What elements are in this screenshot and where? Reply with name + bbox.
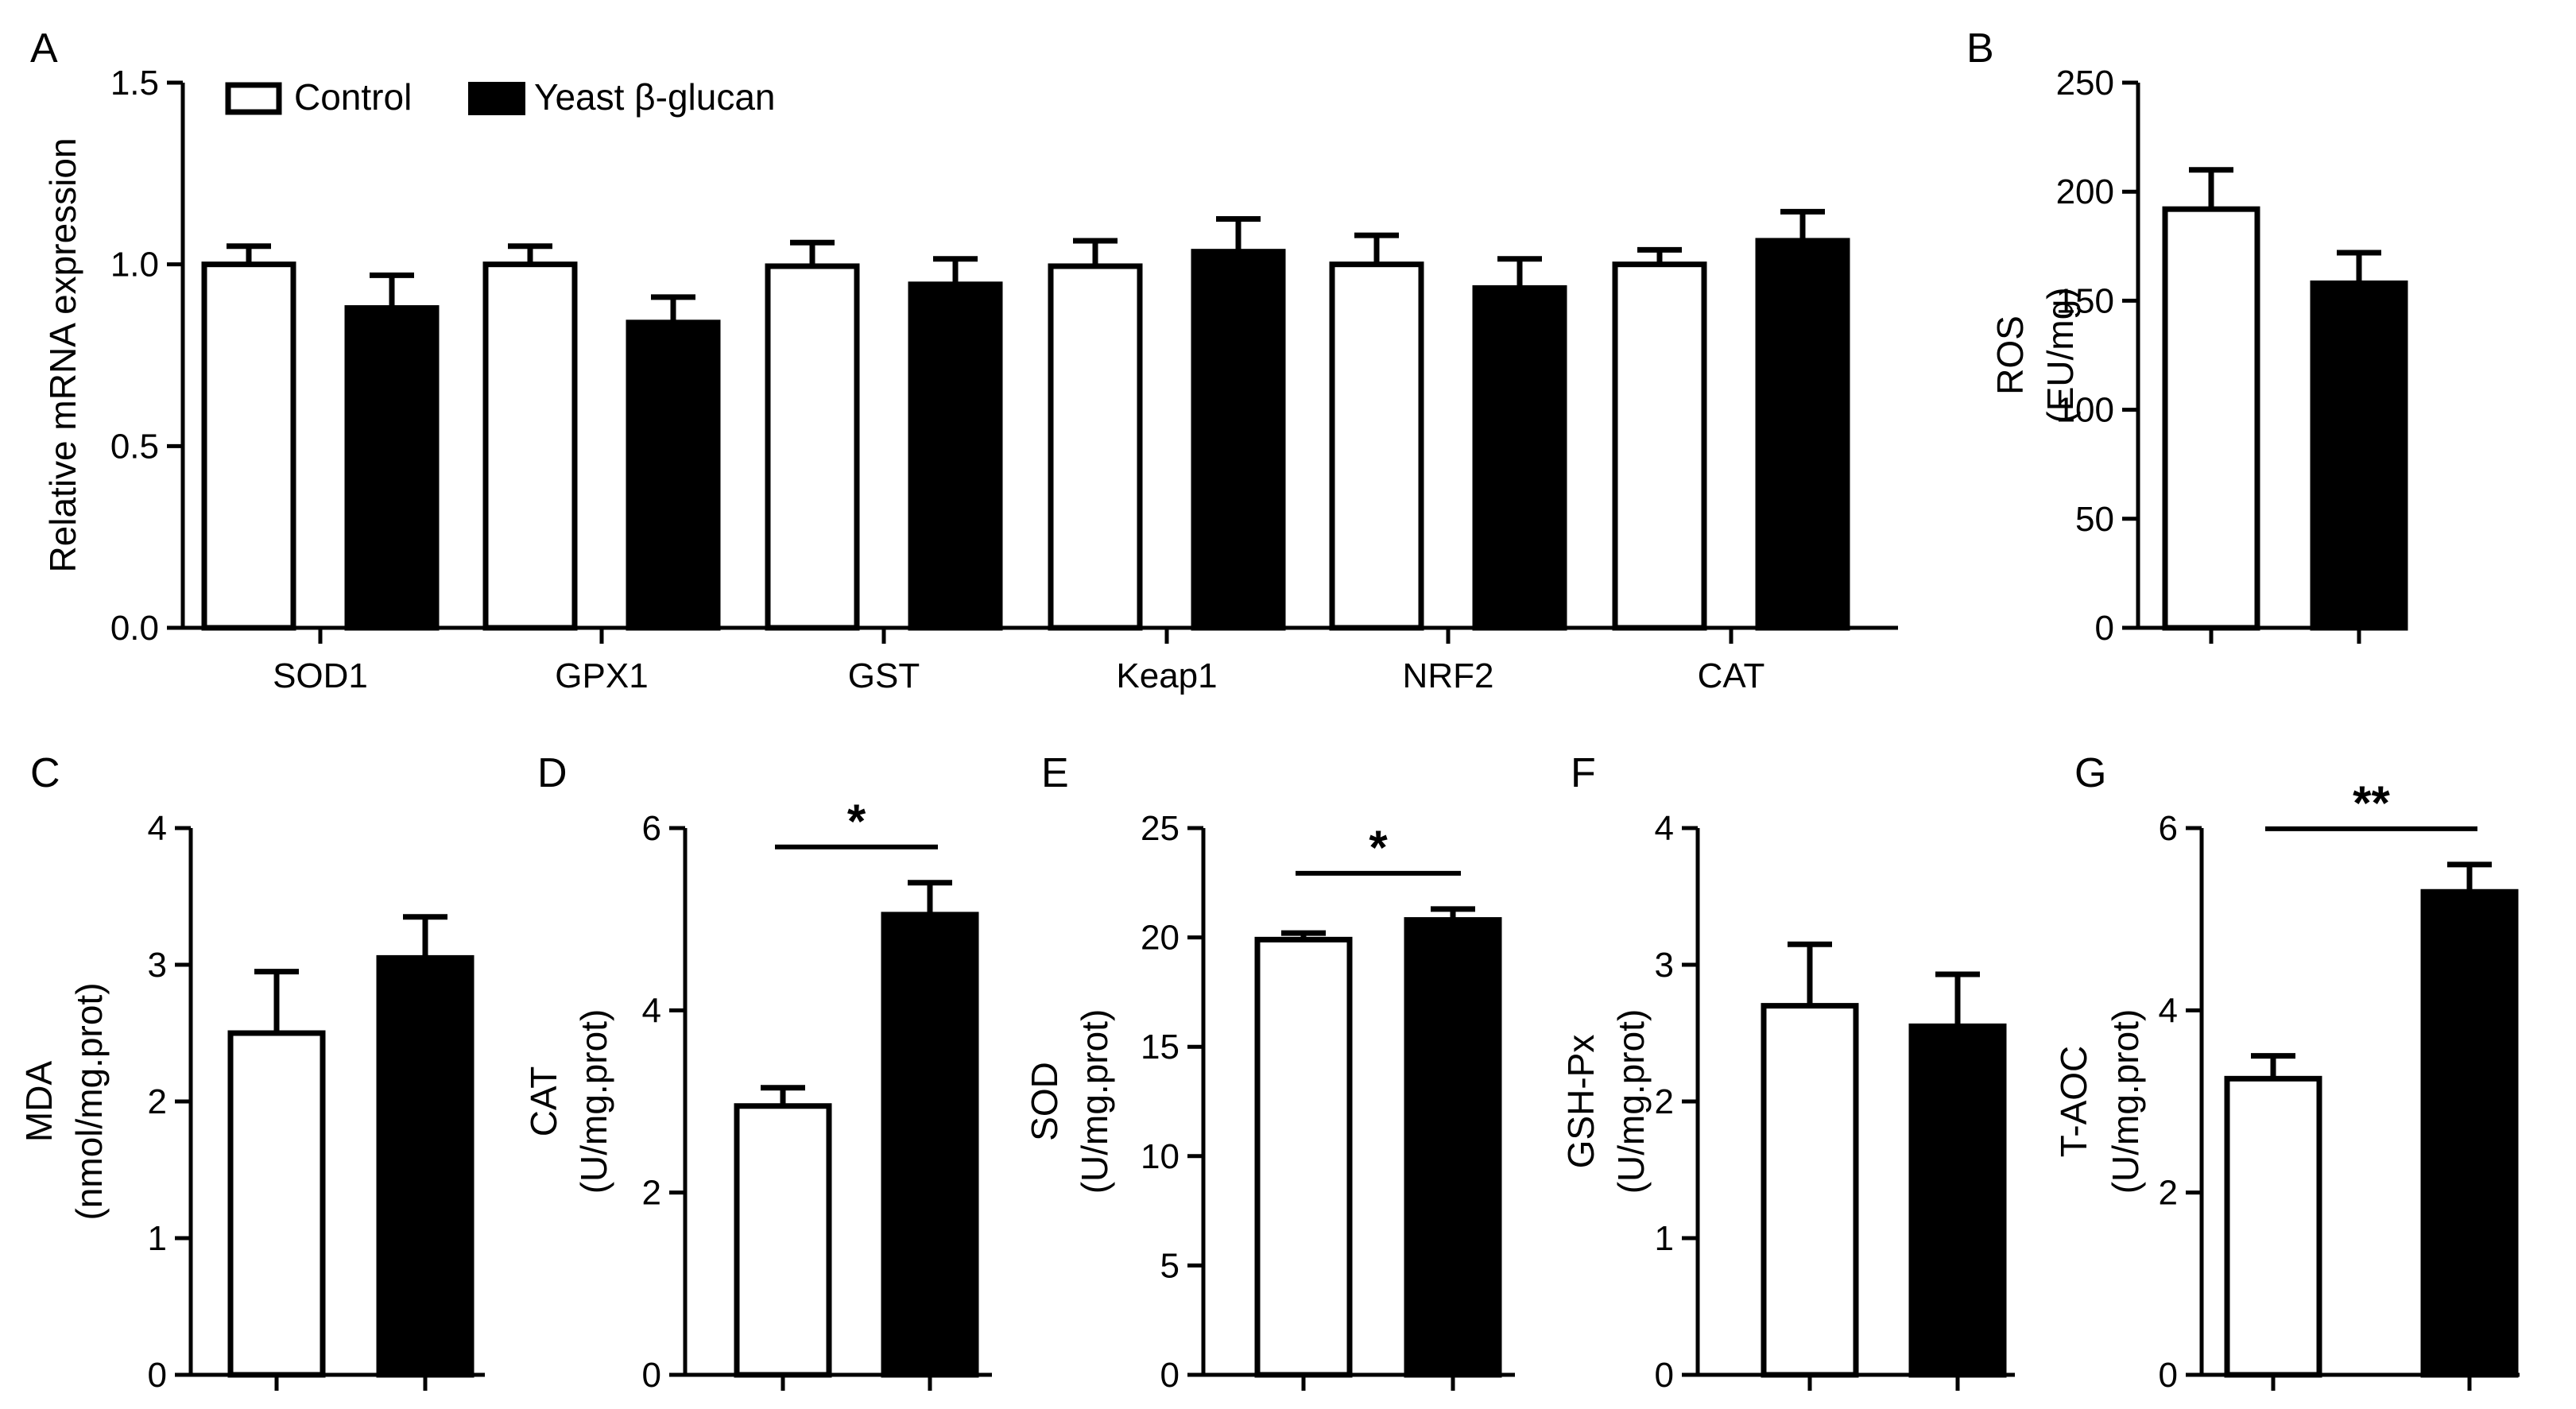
y-tick-label-c: 1 [148, 1219, 167, 1258]
bar-g-control [2224, 1075, 2322, 1378]
bar-a-treatment [1472, 285, 1567, 631]
y-tick-label-a: 0.0 [110, 609, 159, 648]
x-tick-label-a: SOD1 [273, 656, 368, 695]
y-tick-label-f: 2 [1655, 1082, 1674, 1121]
y-tick-label-b: 200 [2056, 172, 2114, 211]
bar-a-control [201, 261, 296, 631]
y-tick-label-a: 1.0 [110, 246, 159, 285]
x-tick-label-a: Keap1 [1116, 656, 1217, 695]
y-axis-label-e: SOD [1024, 1062, 1065, 1141]
bar-d-treatment [881, 912, 979, 1378]
bar-a-treatment [626, 319, 721, 631]
y-axis-label-f: GSH-Px [1560, 1035, 1602, 1169]
y-tick-label-c: 4 [148, 809, 167, 848]
panel-label-e: E [1041, 750, 1069, 796]
bar-e-control [1254, 936, 1353, 1378]
y-tick-label-a: 1.5 [110, 64, 159, 103]
x-tick-label-a: GPX1 [555, 656, 648, 695]
y-tick-label-f: 1 [1655, 1219, 1674, 1258]
y-axis-label-e-unit: (U/mg.prot) [1074, 1009, 1115, 1194]
y-tick-label-f: 0 [1655, 1356, 1674, 1395]
y-tick-label-a: 0.5 [110, 427, 159, 466]
y-axis-label-g-unit: (U/mg.prot) [2105, 1009, 2146, 1194]
y-tick-label-d: 2 [642, 1174, 661, 1213]
panel-label-a: A [30, 25, 58, 72]
y-axis-label-f-unit: (U/mg.prot) [1610, 1009, 1652, 1194]
bar-c-control [227, 1030, 326, 1378]
y-tick-label-g: 6 [2159, 809, 2178, 848]
x-tick-label-a: CAT [1698, 656, 1765, 695]
bar-a-control [1048, 263, 1143, 631]
y-axis-label-g: T-AOC [2053, 1046, 2094, 1158]
y-tick-label-e: 25 [1141, 809, 1180, 848]
y-axis-label-b: ROS [1989, 315, 2031, 395]
legend-label-treatment: Yeast β-glucan [534, 76, 776, 118]
y-tick-label-e: 10 [1141, 1137, 1180, 1176]
legend-label-control: Control [294, 76, 412, 118]
significance-marker-d: * [847, 795, 866, 848]
bar-a-control [1612, 261, 1707, 631]
y-tick-label-g: 0 [2159, 1356, 2178, 1395]
y-tick-label-g: 4 [2159, 991, 2178, 1030]
bar-g-treatment [2420, 888, 2519, 1378]
y-tick-label-d: 4 [642, 991, 661, 1030]
significance-marker-e: * [1369, 821, 1388, 874]
bar-a-control [482, 261, 578, 631]
legend-swatch-control [225, 82, 282, 115]
bar-f-treatment [1908, 1023, 2007, 1378]
panel-label-g: G [2074, 750, 2106, 796]
y-tick-label-b: 50 [2075, 500, 2114, 539]
panel-label-b: B [1966, 25, 1994, 72]
y-tick-label-b: 100 [2056, 391, 2114, 430]
panel-label-d: D [537, 750, 567, 796]
y-tick-label-c: 2 [148, 1082, 167, 1121]
x-tick-label-a: NRF2 [1403, 656, 1494, 695]
y-tick-label-e: 15 [1141, 1028, 1180, 1066]
y-tick-label-e: 5 [1160, 1246, 1180, 1285]
y-axis-label-c-unit: (nmol/mg.prot) [68, 982, 110, 1220]
bar-a-treatment [1755, 238, 1850, 631]
legend-swatch-treatment [468, 82, 525, 115]
bar-a-treatment [344, 305, 440, 631]
y-axis-label-d-unit: (U/mg.prot) [573, 1009, 614, 1194]
y-tick-label-c: 0 [148, 1356, 167, 1395]
y-axis-label-b-unit: (EU/mg) [2039, 287, 2081, 423]
bar-a-control [1329, 261, 1424, 631]
y-tick-label-f: 4 [1655, 809, 1674, 848]
y-tick-label-d: 6 [642, 809, 661, 848]
y-tick-label-c: 3 [148, 946, 167, 985]
y-tick-label-e: 0 [1160, 1356, 1180, 1395]
bar-b-treatment [2310, 280, 2408, 631]
bar-b-control [2162, 206, 2260, 631]
x-tick-label-a: GST [848, 656, 920, 695]
y-tick-label-f: 3 [1655, 946, 1674, 985]
y-axis-label-d: CAT [523, 1066, 564, 1137]
y-tick-label-g: 2 [2159, 1174, 2178, 1213]
bar-d-control [734, 1103, 832, 1378]
bar-f-control [1761, 1003, 1859, 1378]
y-axis-label-a: Relative mRNA expression [42, 137, 83, 572]
bar-a-treatment [908, 281, 1003, 631]
y-tick-label-e: 20 [1141, 919, 1180, 958]
panel-label-f: F [1571, 750, 1596, 796]
y-tick-label-b: 150 [2056, 281, 2114, 320]
bar-e-treatment [1404, 917, 1502, 1378]
y-tick-label-b: 250 [2056, 64, 2114, 103]
bar-c-treatment [376, 954, 475, 1378]
y-tick-label-d: 0 [642, 1356, 661, 1395]
y-axis-label-c: MDA [18, 1061, 60, 1143]
y-tick-label-b: 0 [2095, 609, 2114, 648]
panel-label-c: C [30, 750, 60, 796]
bar-a-treatment [1191, 249, 1286, 631]
bar-a-control [765, 263, 860, 631]
significance-marker-g: ** [2353, 776, 2390, 830]
